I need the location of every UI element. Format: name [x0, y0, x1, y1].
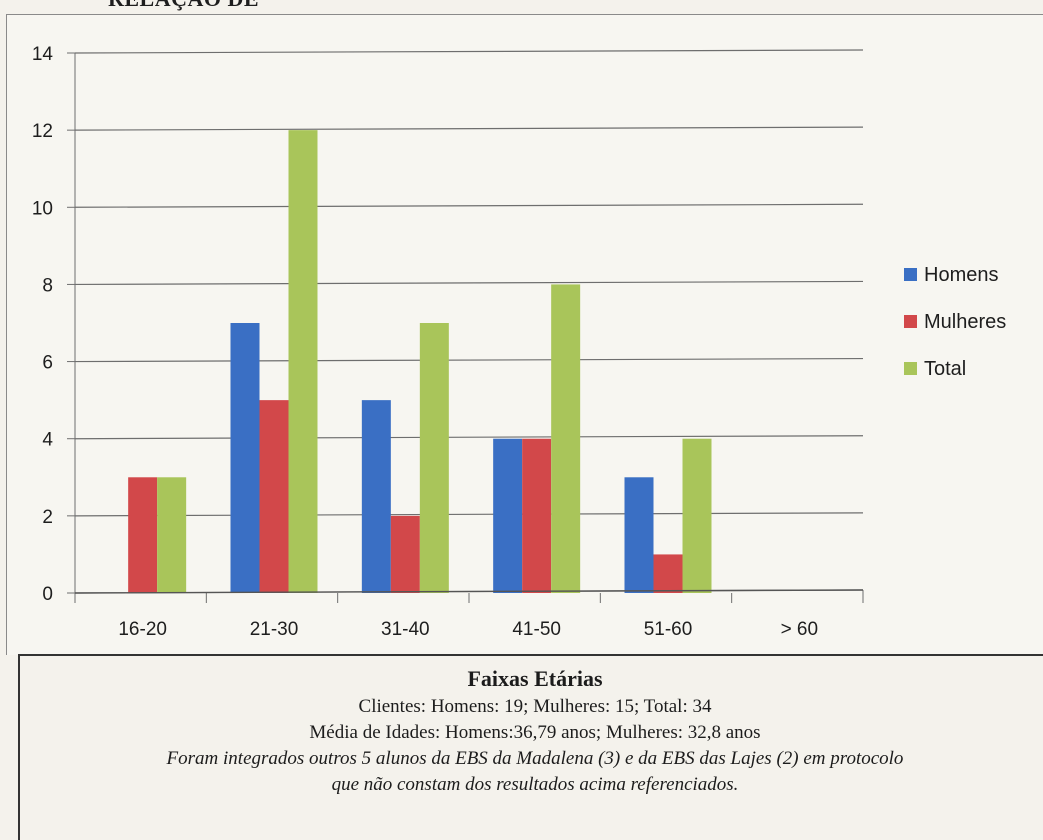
legend-label-total: Total	[924, 358, 966, 380]
y-tick-label: 4	[42, 430, 53, 451]
legend-swatch-homens	[904, 268, 917, 281]
bar-total	[551, 284, 581, 593]
gridline	[74, 126, 864, 131]
bar-mulheres	[522, 438, 552, 593]
legend-swatch-total	[904, 362, 917, 375]
x-tick-label: 31-40	[381, 619, 430, 640]
y-tick-label: 6	[42, 353, 53, 374]
bar-total	[157, 477, 187, 593]
y-tick-label: 2	[42, 507, 53, 528]
caption-heading: Faixas Etárias	[467, 666, 603, 691]
bar-homens	[493, 438, 523, 593]
bar-mulheres	[653, 554, 683, 593]
bar-total	[682, 438, 712, 593]
x-tick-label: 16-20	[118, 619, 167, 640]
x-axis-ticks: 16-20 21-30 31-40 41-50 51-60 > 60	[74, 589, 864, 640]
bar-chart: 0 2 4 6 8 10 12 14 16-20 21-30 31-40 41-50 51-60 > 6…	[32, 44, 1006, 640]
y-tick-label: 12	[32, 121, 53, 142]
gridline	[74, 357, 864, 363]
chart-frame: 0 2 4 6 8 10 12 14 16-20 21-30 31-40 41-50 51-60 > 6…	[6, 14, 1043, 655]
bar-total	[419, 323, 449, 593]
bar-mulheres	[390, 515, 420, 593]
bar-mulheres	[128, 477, 158, 593]
x-tick-label: > 60	[781, 619, 819, 640]
bar-homens	[230, 323, 260, 593]
gridline	[74, 512, 864, 517]
clipped-title: RELAÇÃO DE	[108, 0, 259, 12]
y-tick-label: 10	[32, 198, 53, 219]
legend-swatch-mulheres	[904, 315, 917, 328]
caption-note-line-1: Foram integrados outros 5 alunos da EBS …	[166, 748, 904, 769]
y-tick-label: 8	[42, 275, 53, 296]
x-tick-label: 21-30	[250, 619, 299, 640]
caption-average-age-line: Média de Idades: Homens:36,79 anos; Mulh…	[309, 722, 761, 743]
caption-clients-line: Clientes: Homens: 19; Mulheres: 15; Tota…	[358, 696, 712, 717]
gridline	[74, 49, 864, 54]
legend-label-homens: Homens	[924, 264, 998, 286]
bar-mulheres	[259, 400, 289, 593]
x-axis-line	[74, 589, 864, 594]
legend: Homens Mulheres Total	[904, 264, 1006, 380]
gridlines	[74, 49, 864, 594]
y-axis-ticks: 0 2 4 6 8 10 12 14	[32, 44, 76, 605]
y-tick-label: 0	[42, 584, 53, 605]
y-tick-label: 14	[32, 44, 54, 65]
bar-homens	[624, 477, 654, 593]
caption-box: Faixas Etárias Clientes: Homens: 19; Mul…	[18, 654, 1043, 840]
x-tick-label: 41-50	[512, 619, 561, 640]
bar-homens	[361, 400, 391, 593]
caption-note-line-2: que não constam dos resultados acima ref…	[331, 774, 739, 795]
gridline	[74, 280, 864, 286]
bars	[128, 130, 712, 593]
x-tick-label: 51-60	[644, 619, 693, 640]
gridline	[74, 435, 864, 440]
gridline	[74, 203, 864, 208]
legend-label-mulheres: Mulheres	[924, 311, 1006, 333]
bar-total	[288, 130, 318, 593]
